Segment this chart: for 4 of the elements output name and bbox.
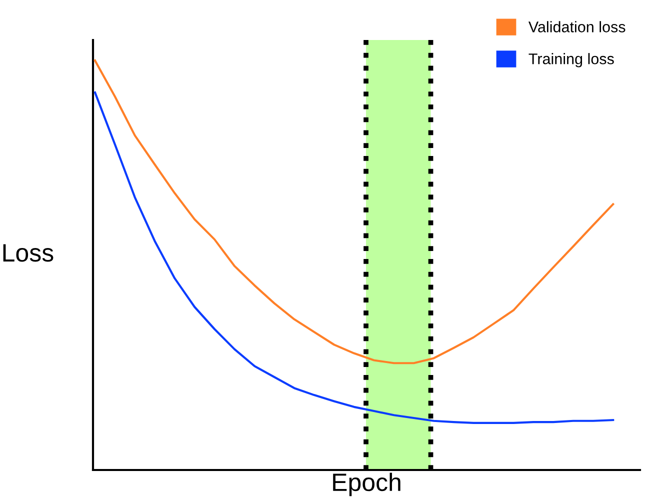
legend-label: Training loss (528, 53, 614, 68)
x-axis-title: Epoch (333, 472, 400, 496)
y-axis-title: Loss (3, 244, 54, 262)
legend-label: Validation loss (528, 21, 626, 32)
